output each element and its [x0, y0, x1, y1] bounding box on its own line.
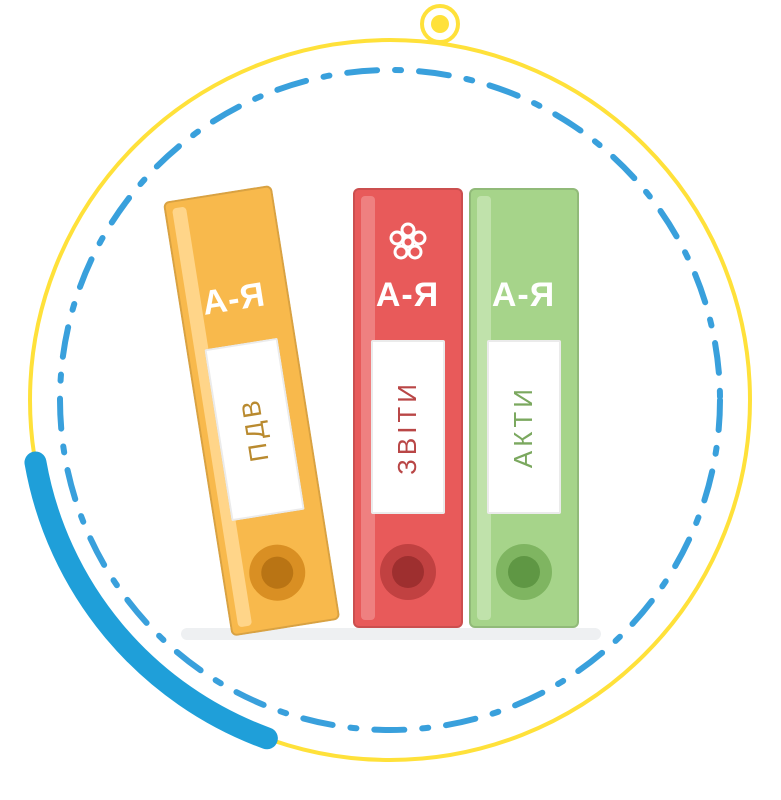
infographic-stage: А-Я ПДВ А-Я ЗВІТИ [0, 0, 781, 800]
binder-akty: А-Я АКТИ [469, 188, 579, 628]
knob-dot-icon [431, 15, 449, 33]
binder-zvity: А-Я ЗВІТИ [353, 188, 463, 628]
binders-group: А-Я ПДВ А-Я ЗВІТИ [161, 150, 621, 650]
ring-hole-icon [496, 544, 552, 600]
ring-hole-icon [380, 544, 436, 600]
binder-label-box: АКТИ [487, 340, 561, 514]
alpha-label: А-Я [471, 276, 577, 315]
binder-label-box: ЗВІТИ [371, 340, 445, 514]
alpha-label: А-Я [355, 276, 461, 315]
binder-pdv: А-Я ПДВ [162, 185, 339, 637]
binder-label: ЗВІТИ [392, 380, 423, 475]
binder-label: ПДВ [234, 395, 275, 465]
ring-hole-icon [245, 541, 309, 605]
flower-icon [388, 222, 428, 262]
binder-label: АКТИ [508, 385, 539, 468]
